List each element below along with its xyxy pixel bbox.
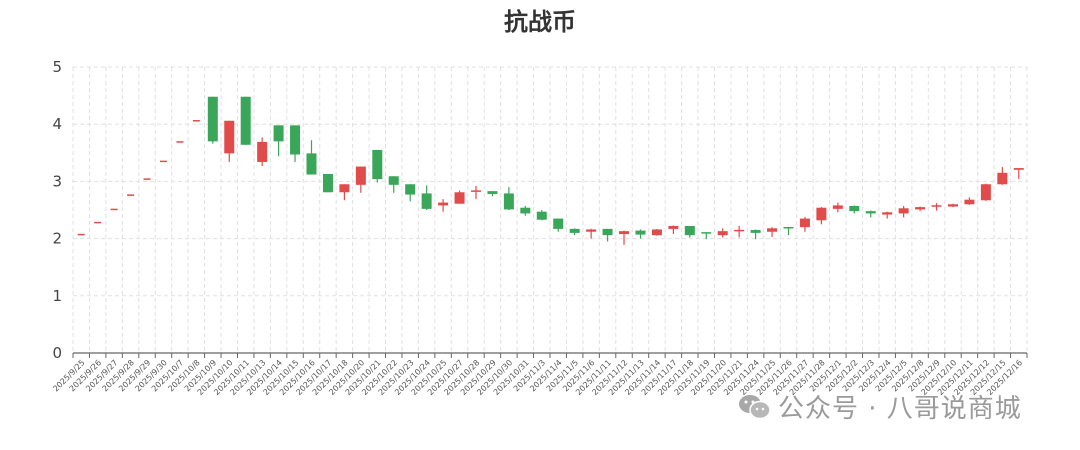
candle-body [290, 125, 301, 155]
candle-body [602, 228, 613, 236]
candle-body [865, 211, 876, 214]
candle-body [1013, 168, 1024, 170]
candle-body [421, 193, 432, 209]
candle-body [273, 125, 284, 142]
candle-body [372, 149, 383, 180]
watermark: 公众号 · 八哥说商城 [738, 388, 1022, 425]
y-tick-label: 5 [52, 58, 62, 76]
candle-body [767, 228, 778, 232]
candle-body [898, 208, 909, 214]
wechat-icon [739, 394, 771, 419]
candle-body [569, 228, 580, 233]
candle-body [980, 184, 991, 201]
candle-body [799, 218, 810, 228]
candle-body [520, 207, 531, 214]
candle-body [388, 176, 399, 185]
y-tick-label: 1 [52, 287, 62, 305]
y-tick-label: 4 [52, 115, 62, 133]
candle-body [668, 226, 679, 229]
y-tick-label: 2 [52, 230, 62, 248]
y-tick-label: 0 [52, 344, 62, 362]
candle-body [454, 192, 465, 204]
candle-body [405, 184, 416, 195]
candle-body [240, 96, 251, 145]
candle-body [176, 141, 184, 143]
candle-body [94, 221, 102, 224]
candle-body [77, 233, 85, 236]
candle-body [832, 205, 843, 209]
candle-body [192, 120, 200, 122]
candle-body [339, 184, 350, 193]
candle-body [931, 205, 942, 207]
candle-body [783, 226, 794, 229]
candle-body [734, 229, 745, 232]
candle-body [882, 212, 893, 215]
candle-body [143, 178, 151, 180]
candle-body [717, 231, 728, 236]
candle-body [503, 193, 514, 210]
candle-body [553, 218, 564, 229]
candle-body [110, 208, 118, 211]
candle-body [684, 226, 695, 236]
candle-body [635, 230, 646, 235]
candle-body [750, 230, 761, 233]
candle-body [127, 194, 135, 196]
candle-body [487, 191, 498, 194]
candle-body [816, 207, 827, 221]
candle-body [159, 160, 167, 163]
watermark-text: 公众号 · 八哥说商城 [778, 394, 1022, 424]
chart-title: 抗战币 [504, 8, 576, 36]
candle-body [322, 173, 333, 193]
candle-body [849, 205, 860, 212]
candle-body [257, 141, 268, 162]
candle-body [947, 204, 958, 207]
candle-body [438, 202, 449, 206]
candle-body [964, 199, 975, 205]
candle-body [651, 229, 662, 236]
candle-body [619, 231, 630, 235]
candle-body [997, 172, 1008, 185]
candle-body [586, 229, 597, 232]
candle-body [306, 153, 317, 175]
candle-body [355, 166, 366, 185]
y-tick-label: 3 [52, 172, 62, 190]
candle-body [701, 232, 712, 234]
candle-body [470, 190, 481, 192]
candle-body [915, 207, 926, 210]
candle-body [207, 96, 218, 142]
candle-body [224, 120, 235, 154]
candle-body [536, 211, 547, 220]
